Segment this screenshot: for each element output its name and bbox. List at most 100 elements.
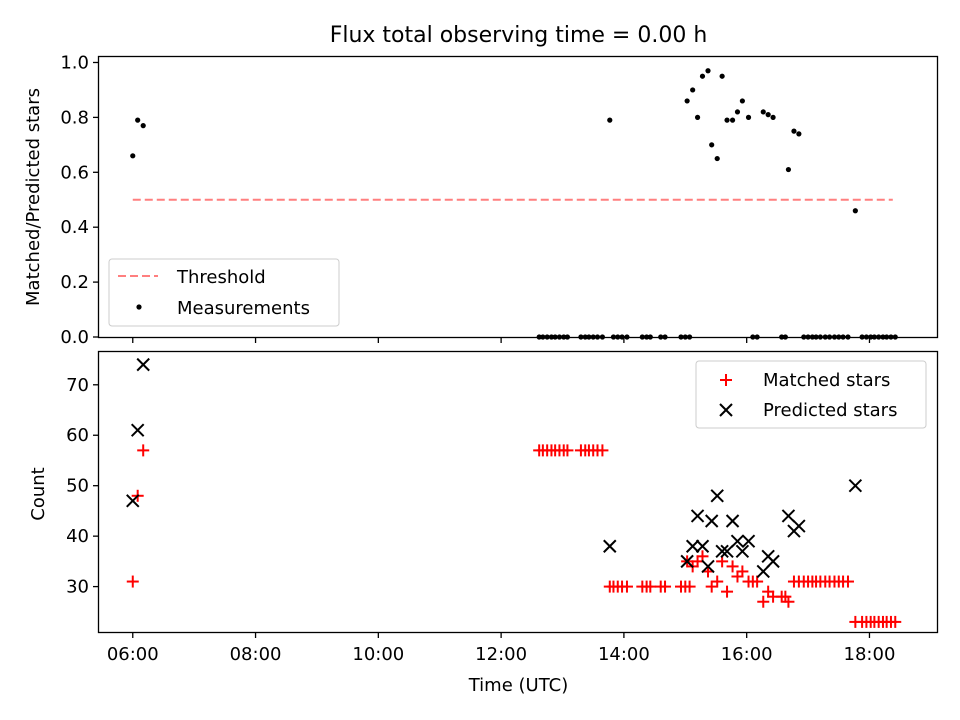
measurement-point xyxy=(785,166,792,173)
count-y-tick-label: 30 xyxy=(66,577,89,598)
count-y-tick-label: 40 xyxy=(66,526,89,547)
measurement-point xyxy=(714,155,720,162)
measurement-point xyxy=(684,98,690,104)
legend-threshold-label: Threshold xyxy=(176,267,266,288)
matched-star-point xyxy=(757,595,770,608)
matched-star-point xyxy=(751,575,764,588)
count-legend-box xyxy=(695,360,927,429)
measurement-point xyxy=(745,114,752,120)
ratio-y-tick-label: 0.8 xyxy=(60,107,89,128)
predicted-star-point xyxy=(725,514,740,528)
predicted-star-point xyxy=(735,544,750,558)
ratio-y-axis-label: Matched/Predicted stars xyxy=(23,88,44,306)
predicted-star-point xyxy=(848,478,863,493)
matched-star-point xyxy=(137,444,150,457)
predicted-star-point xyxy=(720,544,734,558)
count-legend: Matched stars Predicted stars xyxy=(695,360,927,429)
x-tick-label: 16:00 xyxy=(721,644,773,665)
legend-predicted-label: Predicted stars xyxy=(763,400,897,421)
predicted-star-point xyxy=(781,509,796,523)
measurement-point xyxy=(770,114,776,120)
x-tick-label: 10:00 xyxy=(352,644,404,665)
count-y-tick-label: 60 xyxy=(66,425,89,446)
matched-star-point xyxy=(721,585,734,598)
matched-star-point xyxy=(889,615,902,628)
legend-predicted-swatch xyxy=(719,403,733,417)
ratio-axes-frame xyxy=(97,55,939,339)
matched-star-point xyxy=(711,575,724,588)
matched-star-point xyxy=(644,580,657,593)
predicted-star-point xyxy=(710,489,724,503)
count-y-axis-label: Count xyxy=(28,467,49,520)
predicted-star-point xyxy=(715,544,729,558)
x-tick-label: 14:00 xyxy=(598,644,650,665)
count-series xyxy=(126,357,902,628)
predicted-star-point xyxy=(704,514,719,528)
predicted-star-point xyxy=(130,423,145,437)
measurement-point xyxy=(719,73,725,79)
measurement-point xyxy=(130,153,136,159)
measurement-point xyxy=(791,128,797,134)
matched-star-point xyxy=(596,444,609,457)
predicted-star-point xyxy=(741,534,756,548)
ratio-y-tick-label: 1.0 xyxy=(60,52,89,73)
matched-star-point xyxy=(705,580,718,593)
matched-star-point xyxy=(659,580,672,593)
ratio-y-tick-label: 0.0 xyxy=(60,327,89,348)
chart-title: Flux total observing time = 0.00 h xyxy=(330,23,708,48)
predicted-star-point xyxy=(766,554,780,569)
legend-matched-label: Matched stars xyxy=(763,370,890,391)
predicted-star-point xyxy=(730,534,745,548)
x-tick-label: 06:00 xyxy=(107,644,159,665)
measurement-point xyxy=(709,142,715,148)
predicted-star-point xyxy=(603,539,617,553)
predicted-star-point xyxy=(695,539,710,553)
measurement-point xyxy=(724,117,730,123)
matched-star-point xyxy=(726,560,739,573)
matched-star-point xyxy=(620,580,633,593)
predicted-star-point xyxy=(685,539,700,553)
predicted-star-point xyxy=(680,554,694,569)
measurement-point xyxy=(765,112,771,118)
matched-star-point xyxy=(126,575,139,588)
ratio-y-tick-label: 0.6 xyxy=(60,162,89,183)
predicted-star-point xyxy=(126,494,140,508)
measurement-point xyxy=(734,109,741,115)
measurement-point xyxy=(699,73,706,79)
measurement-point xyxy=(739,98,745,104)
x-tick-label: 12:00 xyxy=(475,644,527,665)
x-tick-label: 08:00 xyxy=(230,644,282,665)
matched-star-point xyxy=(736,565,749,578)
x-axis-label: Time (UTC) xyxy=(468,675,569,696)
legend-measurements-label: Measurements xyxy=(177,298,310,319)
predicted-star-point xyxy=(690,509,705,523)
predicted-star-point xyxy=(701,559,715,574)
measurement-point xyxy=(852,208,858,214)
ratio-y-tick-label: 0.2 xyxy=(60,272,89,293)
legend-measurements-swatch xyxy=(136,304,142,310)
matched-star-point xyxy=(561,444,574,457)
ratio-legend: Threshold Measurements xyxy=(108,258,340,327)
predicted-star-point xyxy=(136,357,150,372)
measurement-point xyxy=(607,117,613,123)
ratio-legend-box xyxy=(108,258,340,327)
legend-matched-swatch xyxy=(720,374,732,386)
measurement-point xyxy=(140,123,146,129)
measurement-point xyxy=(760,109,766,115)
measurement-point xyxy=(135,117,141,123)
measurement-point xyxy=(705,68,711,74)
count-axes-frame xyxy=(97,350,939,634)
measurement-point xyxy=(690,87,696,93)
x-tick-label: 18:00 xyxy=(844,644,896,665)
measurement-point xyxy=(694,114,701,120)
count-panel: 30 40 50 60 70 06:00 08:00 10:00 12:00 14:00 16:0… xyxy=(28,350,939,696)
ratio-y-tick-label: 0.4 xyxy=(60,217,89,238)
ratio-panel: 0.0 0.2 0.4 0.6 0.8 1.0 Matched/Predicted sta… xyxy=(23,52,939,348)
count-y-tick-label: 70 xyxy=(66,375,89,396)
matched-star-point xyxy=(683,580,696,593)
matched-star-point xyxy=(841,575,854,588)
count-y-tick-label: 50 xyxy=(66,476,89,497)
measurement-point xyxy=(796,131,802,137)
predicted-star-point xyxy=(792,519,806,533)
